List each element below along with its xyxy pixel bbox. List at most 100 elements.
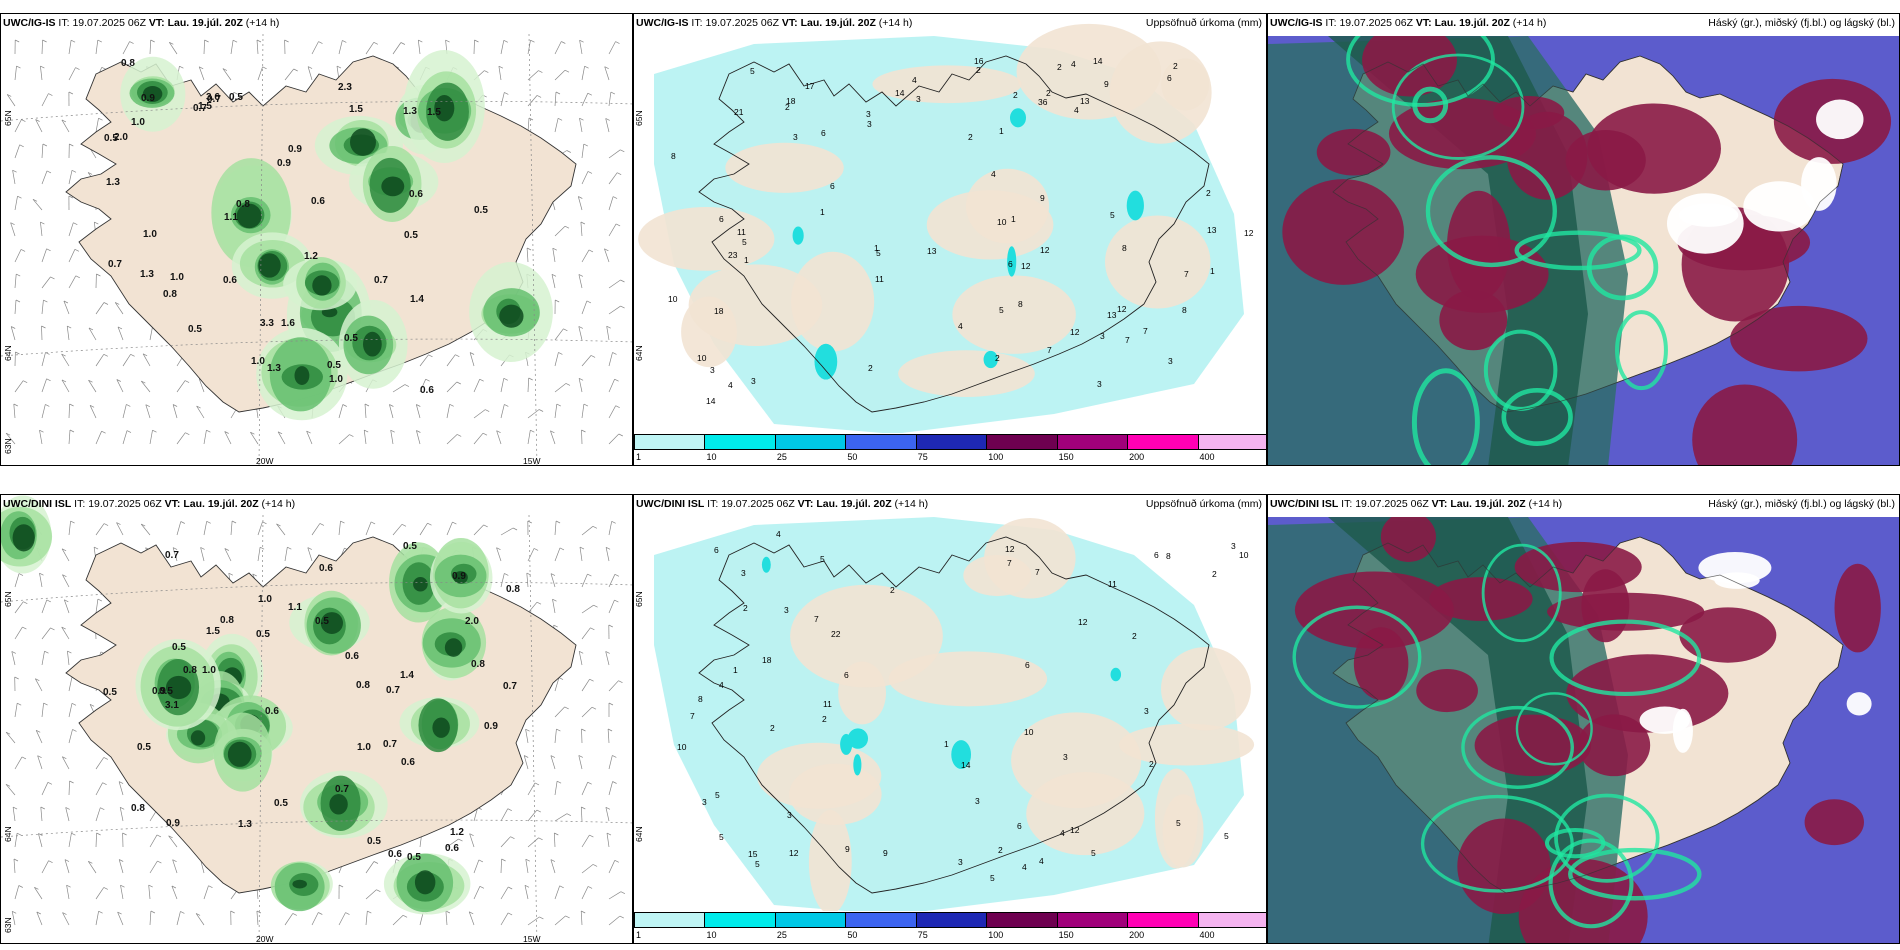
wind-barb-flag	[538, 837, 543, 841]
colorbar-swatch	[986, 434, 1058, 450]
value-label: 1.0	[258, 594, 272, 605]
wind-barb-flag	[16, 832, 22, 836]
cloud-contour	[1481, 543, 1562, 643]
value-label: 2.0	[465, 616, 479, 627]
wind-barb	[14, 573, 20, 588]
wind-barb-flag	[61, 119, 67, 123]
wind-barb	[554, 118, 559, 133]
value-label: 2.3	[338, 82, 352, 93]
wind-barb	[14, 249, 22, 263]
wind-barb	[122, 430, 128, 445]
precip-value: 2	[1212, 569, 1217, 579]
wind-barb-flag	[195, 913, 201, 916]
lat-label: 65N	[634, 110, 644, 126]
wind-barb	[11, 911, 16, 926]
precip-value: 7	[1184, 269, 1189, 279]
wind-barb-flag	[102, 782, 107, 786]
precip-value: 16	[974, 56, 984, 66]
wind-barb-flag	[614, 599, 619, 603]
wind-barb-flag	[67, 650, 72, 654]
wind-barb-flag	[566, 813, 572, 817]
precip-value: 5	[742, 237, 747, 247]
precip-value: 8	[1122, 243, 1127, 253]
wind-barb	[41, 143, 44, 159]
wind-barb-flag	[103, 887, 108, 890]
wind-barb	[605, 118, 610, 133]
cloud-contour	[1425, 155, 1557, 268]
wind-barb-flag	[581, 429, 586, 433]
value-label: 0.5	[404, 230, 418, 241]
wind-barb	[527, 95, 538, 107]
wind-barb	[88, 380, 97, 393]
wind-barb	[527, 837, 539, 848]
wind-barb	[95, 757, 105, 770]
wind-barb-flag	[120, 806, 125, 810]
wind-barb-flag	[373, 861, 379, 864]
wind-barb	[608, 223, 617, 237]
value-label: 0.6	[265, 706, 279, 717]
wind-barb-flag	[17, 195, 22, 199]
value-label: 1.0	[131, 117, 145, 128]
wind-barb-flag	[67, 325, 72, 329]
wind-barb-flag	[97, 39, 102, 43]
colorbar-swatch	[1056, 434, 1129, 450]
colorbar-tick-label: 1	[636, 930, 642, 940]
dry-patch	[1154, 768, 1198, 869]
wind-barb	[142, 353, 151, 367]
wind-barb-flag	[524, 884, 530, 888]
cyan-precip-field	[638, 23, 1244, 434]
colorbar-tick-label: 25	[776, 452, 787, 462]
precip-value: 7	[1143, 326, 1148, 336]
wind-barb-flag	[70, 39, 76, 43]
lon-label: 15W	[523, 456, 541, 466]
wind-barb-flag	[364, 429, 369, 433]
wind-barb-flag	[581, 910, 586, 914]
value-label: 0.6	[401, 757, 415, 768]
wind-barb	[581, 300, 588, 315]
value-label: 1.0	[202, 665, 216, 676]
wind-map-svg: 0.9 0.6 0.5 0.7 0.6 0.8 0.7 3.3 0.9 0.5 0.8 0.5 0.6 0…	[1, 33, 632, 465]
wind-barb-flag	[46, 170, 52, 174]
wind-barb	[581, 526, 594, 536]
wind-barb-flag	[550, 755, 556, 758]
wind-barb-flag	[610, 91, 616, 95]
wind-barb	[608, 305, 621, 315]
precip-value: 9	[1104, 79, 1109, 89]
wind-barb	[62, 574, 70, 588]
wind-barb	[580, 221, 583, 237]
wind-barb-flag	[370, 521, 376, 525]
wind-barb	[527, 430, 531, 445]
wind-barb	[365, 861, 375, 874]
wind-barb	[95, 911, 99, 926]
wind-barb	[524, 885, 529, 900]
precip-patch	[444, 638, 463, 657]
wind-barb-flag	[208, 885, 213, 889]
wind-barb-flag	[555, 520, 561, 524]
wind-barb	[527, 377, 530, 393]
wind-barb	[95, 807, 101, 822]
wind-barb-flag	[503, 377, 508, 381]
wind-barb	[256, 39, 259, 55]
wind-barb	[606, 326, 610, 341]
clear-patch	[1816, 99, 1864, 140]
wind-barb	[527, 548, 535, 562]
wind-barb-flag	[587, 886, 593, 889]
value-label: 0.9	[277, 158, 291, 169]
wind-barb	[500, 886, 509, 900]
high-cloud-patch	[1578, 714, 1651, 777]
wind-barb-flag	[458, 838, 463, 842]
wind-barb	[117, 911, 124, 926]
wind-barb	[581, 66, 585, 81]
wind-barb-flag	[103, 757, 108, 760]
wind-barb-flag	[103, 523, 109, 526]
wind-barb	[390, 430, 394, 445]
wind-barb	[554, 520, 557, 536]
wind-barb-flag	[222, 68, 228, 71]
wind-barb-flag	[615, 405, 620, 409]
green-precip-patches	[1, 495, 493, 915]
wind-barb-flag	[69, 403, 74, 407]
wind-barb	[118, 859, 124, 874]
high-cloud-patch	[1679, 607, 1777, 663]
wind-barb-flag	[142, 353, 148, 357]
value-label: 0.5	[188, 324, 202, 335]
